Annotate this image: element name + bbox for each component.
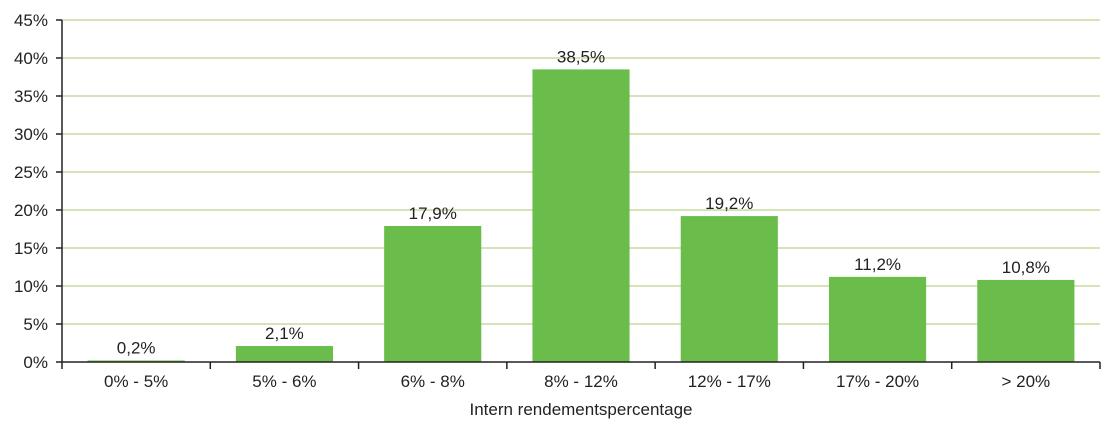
data-label: 10,8%	[1002, 258, 1050, 277]
labels: 0% 5% 10% 15% 20% 25% 30% 35% 40% 45% 0,2% 0% - 5% 2…	[14, 11, 1050, 391]
data-label: 0,2%	[117, 338, 156, 357]
y-tick-label: 30%	[14, 125, 48, 144]
data-label: 38,5%	[557, 47, 605, 66]
data-label: 2,1%	[265, 324, 304, 343]
bar	[87, 360, 185, 362]
bar	[235, 346, 333, 362]
axes	[56, 19, 1101, 369]
y-tick-label: 25%	[14, 163, 48, 182]
x-tick-label: 0% - 5%	[104, 372, 168, 391]
bar	[829, 276, 927, 362]
y-tick-label: 0%	[23, 353, 48, 372]
y-tick-label: 40%	[14, 49, 48, 68]
y-tick-label: 5%	[23, 315, 48, 334]
x-tick-label: > 20%	[1002, 372, 1051, 391]
y-tick-label: 20%	[14, 201, 48, 220]
bar	[384, 225, 482, 362]
x-tick-label: 17% - 20%	[836, 372, 919, 391]
x-tick-label: 6% - 8%	[401, 372, 465, 391]
x-tick-label: 8% - 12%	[544, 372, 618, 391]
data-label: 19,2%	[705, 194, 753, 213]
data-label: 17,9%	[409, 204, 457, 223]
bar	[532, 69, 630, 363]
bars	[87, 69, 1075, 363]
y-tick-label: 45%	[14, 11, 48, 30]
y-tick-label: 15%	[14, 239, 48, 258]
x-axis-title: Intern rendementspercentage	[469, 400, 692, 419]
y-tick-label: 10%	[14, 277, 48, 296]
data-label: 11,2%	[854, 255, 901, 274]
bar	[977, 279, 1075, 362]
bar	[680, 216, 778, 362]
x-tick-label: 5% - 6%	[252, 372, 316, 391]
x-tick-label: 12% - 17%	[688, 372, 771, 391]
y-tick-label: 35%	[14, 87, 48, 106]
